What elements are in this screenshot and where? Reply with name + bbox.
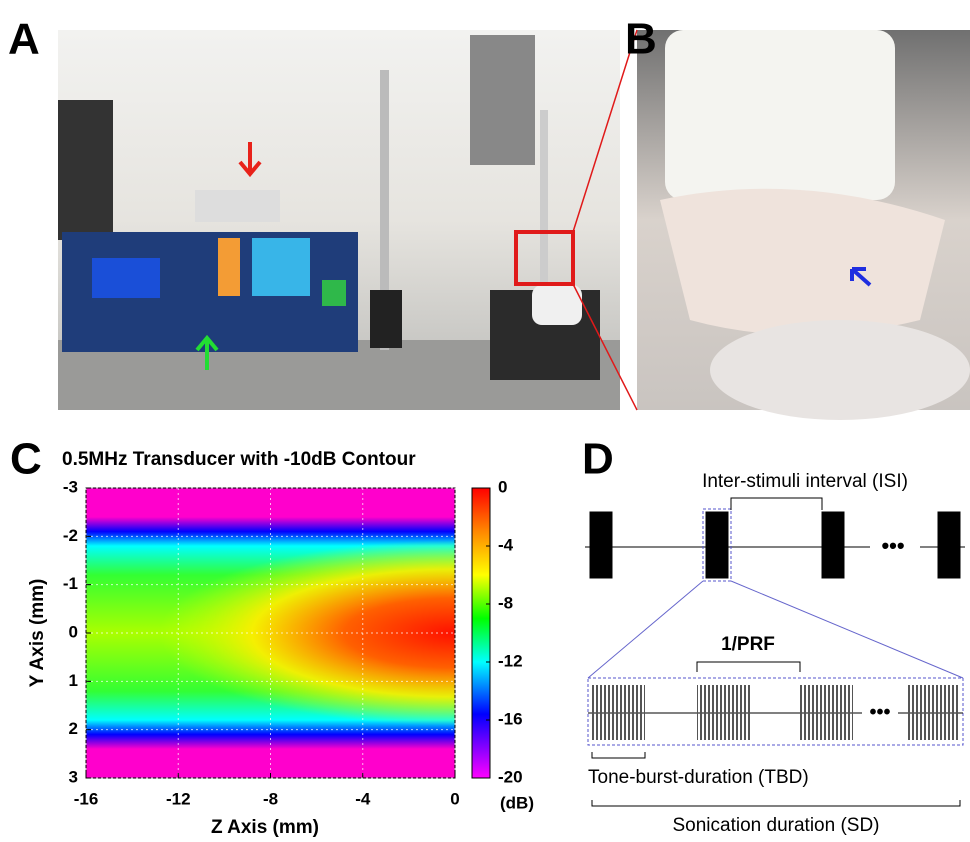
x-tick-label: -16 (74, 789, 99, 808)
y-tick-label: -2 (63, 526, 78, 545)
colorbar-tick-label: -8 (498, 593, 513, 612)
sd-label: Sonication duration (SD) (673, 815, 880, 836)
colorbar-tick-label: -16 (498, 709, 523, 728)
photo-closeup (637, 30, 970, 420)
chart-title: 0.5MHz Transducer with -10dB Contour (62, 449, 416, 470)
x-axis-label: Z Axis (mm) (211, 817, 319, 838)
svg-text:•••: ••• (869, 701, 890, 723)
figure: A B C D 0.5MHz Transducer with -10dB Con… (0, 0, 970, 842)
x-tick-label: -12 (166, 789, 191, 808)
y-tick-label: -3 (63, 477, 78, 496)
y-axis-label: Y Axis (mm) (27, 579, 48, 688)
svg-text:•••: ••• (881, 533, 904, 558)
colorbar (472, 488, 490, 778)
isi-label: Inter-stimuli interval (ISI) (702, 471, 908, 492)
colorbar-tick-label: 0 (498, 477, 507, 496)
x-tick-label: -4 (355, 789, 371, 808)
x-tick-label: -8 (263, 789, 278, 808)
y-tick-label: -1 (63, 574, 78, 593)
panel-label: B (625, 15, 657, 64)
panel-label: A (8, 15, 40, 64)
colorbar-tick-label: -12 (498, 651, 523, 670)
tbd-label: Tone-burst-duration (TBD) (588, 767, 809, 788)
prf-label: 1/PRF (721, 634, 775, 655)
y-tick-label: 1 (69, 671, 78, 690)
y-tick-label: 0 (69, 622, 78, 641)
colorbar-tick-label: -4 (498, 535, 514, 554)
panel-label: D (582, 435, 614, 484)
y-tick-label: 3 (69, 767, 78, 786)
colorbar-tick-label: -20 (498, 767, 523, 786)
photo-setup (58, 30, 620, 410)
x-tick-label: 0 (450, 789, 459, 808)
pulse-diagram: ••• ••• (585, 498, 965, 806)
panel-label: C (10, 435, 42, 484)
y-tick-label: 2 (69, 719, 78, 738)
colorbar-label: (dB) (500, 793, 534, 812)
